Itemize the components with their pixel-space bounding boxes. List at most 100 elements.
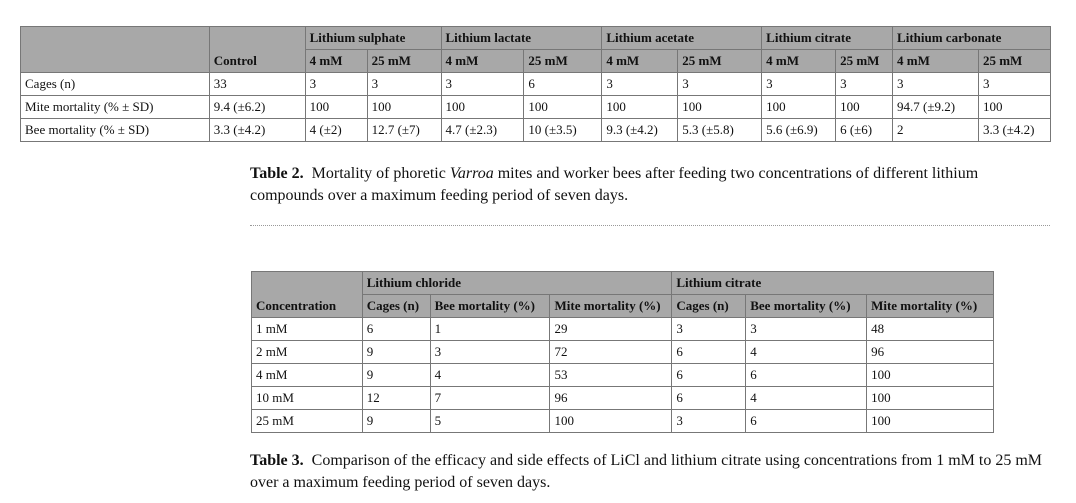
cell: 4.7 (±2.3) [440, 118, 525, 142]
cell: 6 [361, 317, 431, 341]
cell: 94.7 (±9.2) [892, 95, 979, 119]
separator [250, 225, 1050, 226]
cell: 9.3 (±4.2) [601, 118, 679, 142]
table-row: Cages (n) 33 3 3 3 6 3 3 3 3 3 3 [20, 72, 1052, 96]
cell: 53 [549, 363, 673, 387]
cell: 3.3 (±4.2) [208, 118, 306, 142]
cell: 3 [671, 409, 747, 433]
header-concentration: 4 mM [601, 49, 679, 73]
sub-header: Mite mortality (%) [866, 294, 994, 318]
sub-header: Cages (n) [361, 294, 431, 318]
caption-italic: Varroa [449, 165, 494, 182]
cell: 3 [892, 72, 979, 96]
table-3-caption: Table 3. Comparison of the efficacy and … [250, 450, 1060, 494]
row-label: 1 mM [251, 317, 363, 341]
cell: 4 (±2) [304, 118, 368, 142]
header-concentration: Concentration [251, 271, 363, 318]
caption-label: Table 3. [250, 452, 304, 469]
row-label: 4 mM [251, 363, 363, 387]
cell: 6 [745, 363, 868, 387]
cell: 100 [440, 95, 525, 119]
table-row: 1 mM 6 1 29 3 3 48 [251, 317, 994, 341]
table-3: Concentration Lithium chloride Lithium c… [251, 271, 994, 433]
cell: 3 [745, 317, 868, 341]
cell: 100 [549, 409, 673, 433]
cell: 3 [601, 72, 679, 96]
header-concentration: 25 mM [523, 49, 603, 73]
sub-header: Mite mortality (%) [549, 294, 673, 318]
header-compound: Lithium lactate [440, 26, 603, 50]
cell: 100 [761, 95, 837, 119]
cell: 3 [761, 72, 837, 96]
sub-header: Bee mortality (%) [745, 294, 868, 318]
sub-header: Bee mortality (%) [429, 294, 551, 318]
table-2: Control Lithium sulphate Lithium lactate… [20, 26, 1052, 142]
cell: 6 [745, 409, 868, 433]
header-compound: Lithium chloride [361, 271, 673, 295]
cell: 2 [892, 118, 979, 142]
row-label: 2 mM [251, 340, 363, 364]
cell: 3 [429, 340, 551, 364]
table-row: Mite mortality (% ± SD) 9.4 (±6.2) 100 100 1… [20, 95, 1052, 119]
cell: 33 [208, 72, 306, 96]
header-concentration: 4 mM [440, 49, 525, 73]
cell: 9.4 (±6.2) [208, 95, 306, 119]
cell: 100 [523, 95, 603, 119]
cell: 100 [866, 409, 994, 433]
cell: 6 [671, 386, 747, 410]
cell: 4 [429, 363, 551, 387]
cell: 100 [304, 95, 368, 119]
cell: 3 [304, 72, 368, 96]
cell: 100 [601, 95, 679, 119]
caption-label: Table 2. [250, 165, 304, 182]
header-concentration: 25 mM [977, 49, 1052, 73]
header-concentration: 25 mM [835, 49, 894, 73]
header-control: Control [208, 26, 306, 73]
header-compound: Lithium acetate [601, 26, 763, 50]
table-row: 25 mM 9 5 100 3 6 100 [251, 409, 994, 433]
table-2-caption: Table 2. Mortality of phoretic Varroa mi… [250, 163, 1030, 207]
cell: 3 [366, 72, 442, 96]
row-label: Mite mortality (% ± SD) [20, 95, 210, 119]
header-compound: Lithium citrate [761, 26, 894, 50]
header-concentration: 4 mM [761, 49, 837, 73]
cell: 9 [361, 409, 431, 433]
row-label: Bee mortality (% ± SD) [20, 118, 210, 142]
cell: 3 [671, 317, 747, 341]
header-compound: Lithium sulphate [304, 26, 442, 50]
table-row: Bee mortality (% ± SD) 3.3 (±4.2) 4 (±2) 12… [20, 118, 1052, 142]
cell: 3 [835, 72, 894, 96]
header-compound: Lithium carbonate [892, 26, 1051, 50]
cell: 1 [429, 317, 551, 341]
caption-text: mites and worker bees after feeding two … [250, 165, 979, 204]
cell: 9 [361, 340, 431, 364]
cell: 9 [361, 363, 431, 387]
row-label: 10 mM [251, 386, 363, 410]
header-blank [20, 26, 210, 73]
cell: 96 [866, 340, 994, 364]
cell: 3 [440, 72, 525, 96]
caption-text: Comparison of the efficacy and side effe… [250, 452, 1043, 491]
cell: 100 [677, 95, 763, 119]
cell: 48 [866, 317, 994, 341]
cell: 4 [745, 340, 868, 364]
cell: 7 [429, 386, 551, 410]
cell: 6 (±6) [835, 118, 894, 142]
cell: 5.6 (±6.9) [761, 118, 837, 142]
cell: 100 [866, 386, 994, 410]
cell: 72 [549, 340, 673, 364]
header-compound: Lithium citrate [671, 271, 994, 295]
header-concentration: 4 mM [892, 49, 979, 73]
table-row: 2 mM 9 3 72 6 4 96 [251, 340, 994, 364]
header-concentration: 25 mM [677, 49, 763, 73]
sub-header: Cages (n) [671, 294, 747, 318]
cell: 12 [361, 386, 431, 410]
cell: 5.3 (±5.8) [677, 118, 763, 142]
cell: 100 [977, 95, 1052, 119]
cell: 6 [523, 72, 603, 96]
header-concentration: 25 mM [366, 49, 442, 73]
table-row: 10 mM 12 7 96 6 4 100 [251, 386, 994, 410]
cell: 100 [835, 95, 894, 119]
cell: 3 [977, 72, 1052, 96]
cell: 3.3 (±4.2) [977, 118, 1052, 142]
